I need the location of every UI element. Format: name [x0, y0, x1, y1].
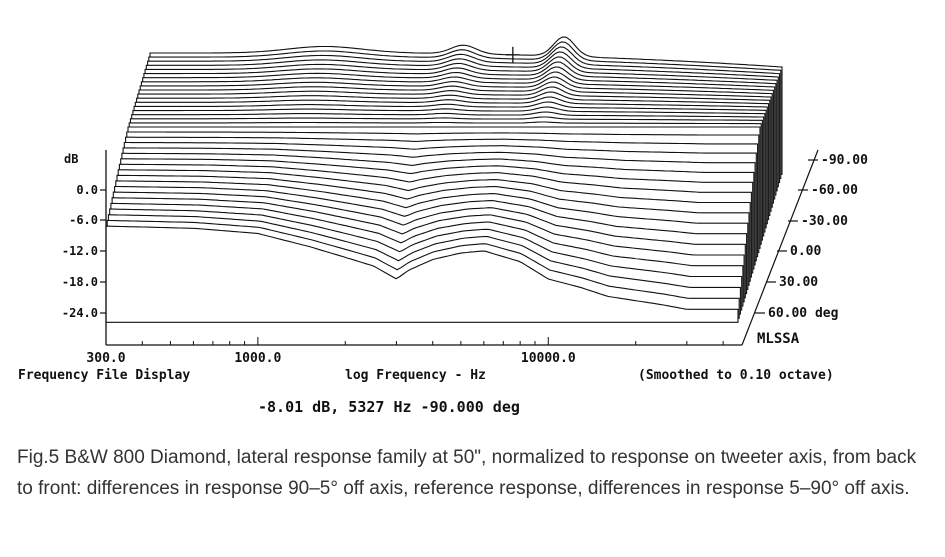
y-tick-label: -24.0 [62, 306, 98, 320]
footer-center: log Frequency - Hz [345, 368, 486, 383]
curve-stack [105, 36, 783, 323]
angle-tick-label: -60.00 [811, 183, 858, 198]
brand-label: MLSSA [757, 331, 800, 347]
angle-tick-label: -90.00 [821, 153, 868, 168]
y-tick-label: 0.0 [76, 183, 98, 197]
y-axis-label: dB [64, 152, 78, 166]
footer-left: Frequency File Display [18, 368, 190, 383]
figure-caption: Fig.5 B&W 800 Diamond, lateral response … [17, 447, 917, 499]
y-tick-label: -12.0 [62, 244, 98, 258]
x-tick-label: 10000.0 [521, 351, 576, 366]
angle-tick-label: 60.00 deg [768, 306, 838, 321]
angle-tick-label: 30.00 [779, 275, 818, 290]
cursor-marker [505, 46, 520, 63]
angle-tick-label: -30.00 [801, 214, 848, 229]
cursor-readout: -8.01 dB, 5327 Hz -90.000 deg [258, 398, 520, 416]
angle-axis-line [741, 149, 819, 346]
y-tick-label: -6.0 [69, 213, 98, 227]
x-tick-label: 300.0 [86, 351, 125, 366]
chart-svg: 0.0 -6.0 -12.0 -18.0 -24.0 300.0 1000.0 10000.… [18, 36, 868, 416]
waterfall-chart: 0.0 -6.0 -12.0 -18.0 -24.0 300.0 1000.0 10000.… [18, 36, 868, 416]
response-curve [105, 225, 739, 323]
angle-tick-label: 0.00 [790, 244, 821, 259]
x-tick-label: 1000.0 [234, 351, 281, 366]
y-tick-label: -18.0 [62, 275, 98, 289]
angle-ticks: -90.00 -60.00 -30.00 0.00 30.00 60.00 deg [741, 149, 868, 346]
footer-right: (Smoothed to 0.10 octave) [638, 368, 834, 383]
y-ticks: 0.0 -6.0 -12.0 -18.0 -24.0 [62, 183, 106, 320]
x-ticks: 300.0 1000.0 10000.0 [86, 351, 575, 366]
